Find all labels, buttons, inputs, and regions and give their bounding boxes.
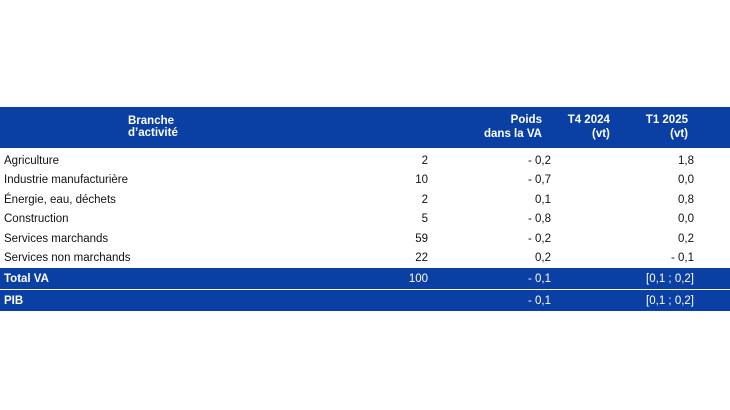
row-divider	[0, 289, 730, 290]
cell-branch: Services marchands	[4, 232, 109, 245]
header-weight: Poids dans la VA	[457, 107, 542, 141]
cell-branch: Construction	[4, 213, 69, 226]
pib-row: PIB - 0,1 [0,1 ; 0,2]	[0, 290, 730, 311]
cell-t1: 1,8	[678, 154, 694, 167]
header-t1-2025: T1 2025 (vt)	[610, 107, 730, 141]
cell-t4: - 0,2	[527, 232, 551, 245]
table-row: Industrie manufacturière 10 - 0,7 0,0	[0, 171, 730, 191]
table-row: Services non marchands 22 0,2 - 0,1	[0, 249, 730, 269]
header-t4-line1: T4 2024	[567, 114, 610, 126]
cell-branch: Agriculture	[4, 154, 59, 167]
header-weight-line1: Poids	[510, 114, 542, 126]
cell-weight: 2	[421, 154, 428, 167]
cell-t4: - 0,2	[527, 154, 551, 167]
table-body: Agriculture 2 - 0,2 1,8 Industrie manufa…	[0, 148, 730, 268]
header-t1-line2: (vt)	[670, 128, 688, 140]
cell-t1: - 0,1	[670, 252, 694, 265]
cell-weight: 100	[408, 272, 428, 285]
cell-t1: 0,0	[678, 174, 694, 187]
cell-weight: 59	[415, 232, 428, 245]
table-header: Branche d’activité Poids dans la VA T4 2…	[0, 107, 730, 148]
header-t4-line2: (vt)	[592, 128, 610, 140]
cell-branch: Énergie, eau, déchets	[4, 193, 116, 206]
cell-t4: 0,1	[535, 193, 551, 206]
table-row: Services marchands 59 - 0,2 0,2	[0, 229, 730, 249]
cell-weight: 10	[415, 174, 428, 187]
cell-t1: [0,1 ; 0,2]	[646, 272, 694, 285]
table-row: Construction 5 - 0,8 0,0	[0, 210, 730, 230]
table-row: Agriculture 2 - 0,2 1,8	[0, 151, 730, 171]
cell-weight: 5	[421, 213, 428, 226]
va-contribution-table: Branche d’activité Poids dans la VA T4 2…	[0, 107, 730, 311]
cell-weight: 2	[421, 193, 428, 206]
header-t1-line1: T1 2025	[645, 114, 688, 126]
cell-t4: 0,2	[535, 252, 551, 265]
cell-t1: 0,8	[678, 193, 694, 206]
cell-t4: - 0,8	[527, 213, 551, 226]
header-weight-line2: dans la VA	[484, 128, 542, 140]
cell-t4: - 0,1	[527, 294, 551, 307]
cell-weight: 22	[415, 252, 428, 265]
cell-t1: [0,1 ; 0,2]	[646, 294, 694, 307]
cell-t4: - 0,7	[527, 174, 551, 187]
header-t4-2024: T4 2024 (vt)	[542, 107, 610, 141]
cell-branch: Services non marchands	[4, 252, 131, 265]
cell-t4: - 0,1	[527, 272, 551, 285]
cell-branch: Industrie manufacturière	[4, 174, 129, 187]
cell-t1: 0,2	[678, 232, 694, 245]
total-va-row: Total VA 100 - 0,1 [0,1 ; 0,2]	[0, 268, 730, 289]
table-row: Énergie, eau, déchets 2 0,1 0,8	[0, 190, 730, 210]
cell-t1: 0,0	[678, 213, 694, 226]
cell-branch: PIB	[4, 294, 24, 307]
header-branch: Branche d’activité	[128, 115, 178, 139]
cell-branch: Total VA	[4, 272, 49, 285]
